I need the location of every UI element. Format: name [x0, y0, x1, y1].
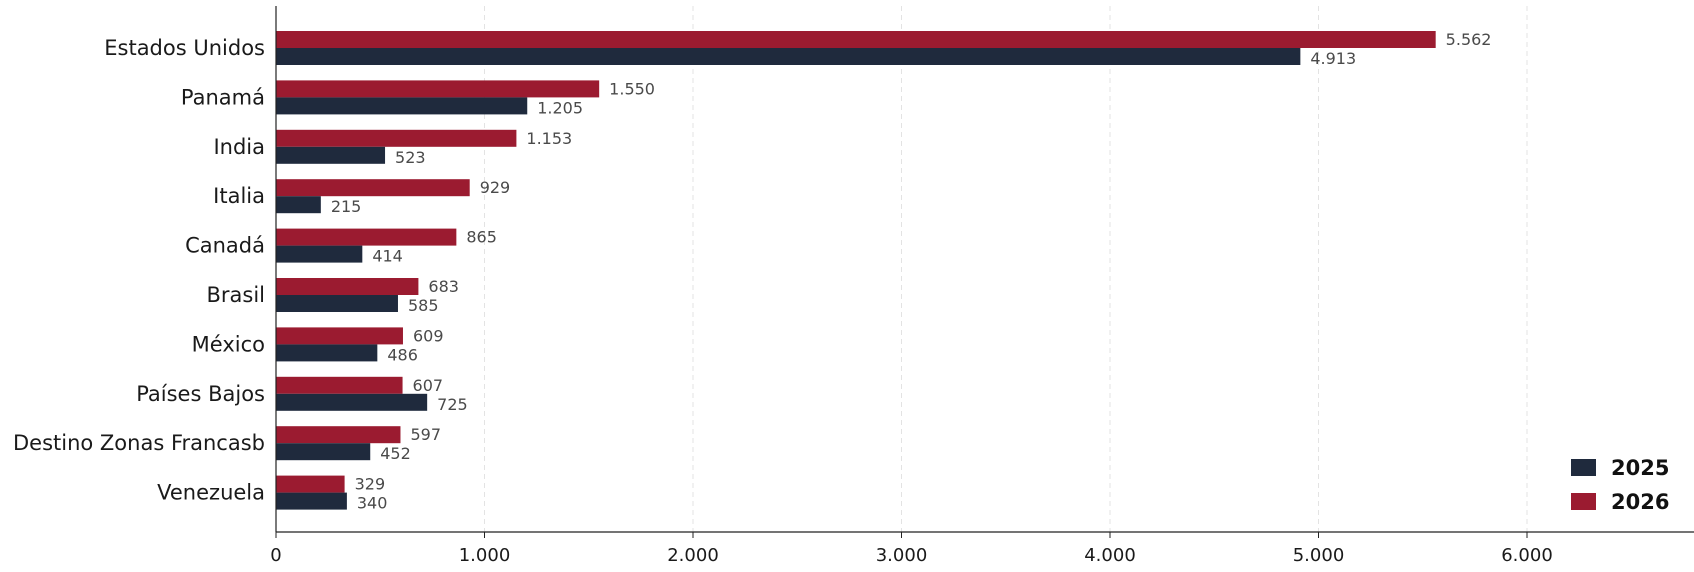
bars — [276, 31, 1436, 510]
bar-2026-brasil — [276, 278, 419, 295]
category-label-venezuela: Venezuela — [157, 481, 265, 505]
bar-2025-panama — [276, 97, 528, 115]
bar-2026-mexico — [276, 327, 403, 345]
grid-lines — [484, 6, 1528, 532]
value-label-2026-canada: 865 — [466, 228, 497, 247]
value-label-2025-paises-bajos: 725 — [437, 395, 468, 414]
category-label-panama: Panamá — [181, 85, 265, 109]
bar-2025-brasil — [276, 295, 398, 312]
value-label-2026-destino-zonas-francasb: 597 — [410, 425, 441, 444]
value-label-2026-india: 1.153 — [526, 129, 572, 148]
category-label-india: India — [213, 135, 265, 159]
value-label-2025-panama: 1.205 — [537, 98, 583, 117]
x-tick-label: 4.000 — [1084, 545, 1136, 566]
bar-2026-destino-zonas-francasb — [276, 426, 401, 444]
bar-2025-paises-bajos — [276, 393, 428, 411]
value-label-2026-panama: 1.550 — [609, 79, 655, 98]
category-label-brasil: Brasil — [206, 283, 265, 307]
x-tick-label: 5.000 — [1293, 545, 1345, 566]
bar-2026-estados-unidos — [276, 31, 1436, 48]
category-label-italia: Italia — [213, 184, 265, 208]
legend-label-2026: 2026 — [1611, 490, 1669, 514]
axes — [275, 6, 1694, 538]
value-label-2025-italia: 215 — [331, 197, 362, 216]
value-labels: 5.562 4.913 1.550 1.205 1.153 523 929 215 865 414… — [331, 30, 1492, 513]
category-label-destino-zonas-francasb: Destino Zonas Francasb — [13, 431, 265, 455]
value-label-2025-estados-unidos: 4.913 — [1310, 49, 1356, 68]
category-label-mexico: México — [192, 332, 265, 356]
bar-2025-venezuela — [276, 492, 347, 510]
bar-2025-italia — [276, 196, 321, 214]
x-tick-label: 2.000 — [667, 545, 719, 566]
category-labels: Estados Unidos Panamá India Italia Canadá Bra… — [13, 36, 265, 505]
legend: 2025 2026 — [1571, 456, 1669, 514]
x-tick-label: 3.000 — [876, 545, 928, 566]
bar-2025-canada — [276, 245, 363, 263]
category-label-paises-bajos: Países Bajos — [136, 382, 265, 406]
bar-2025-estados-unidos — [276, 48, 1301, 65]
bar-2026-paises-bajos — [276, 376, 403, 394]
category-label-canada: Canadá — [185, 234, 265, 258]
x-tick-label: 0 — [270, 545, 281, 566]
x-tick-label: 6.000 — [1501, 545, 1553, 566]
bar-2025-india — [276, 146, 386, 164]
value-label-2026-mexico: 609 — [413, 326, 444, 345]
legend-swatch-2026 — [1571, 493, 1596, 510]
value-label-2026-estados-unidos: 5.562 — [1446, 30, 1492, 49]
value-label-2026-paises-bajos: 607 — [413, 376, 444, 395]
value-label-2025-canada: 414 — [372, 247, 403, 266]
bar-2026-italia — [276, 179, 470, 197]
bar-2026-canada — [276, 228, 457, 246]
value-label-2026-brasil: 683 — [428, 277, 459, 296]
value-label-2025-venezuela: 340 — [357, 494, 388, 513]
bar-2026-india — [276, 129, 517, 147]
bar-2025-mexico — [276, 344, 378, 362]
bar-2026-venezuela — [276, 475, 345, 493]
value-label-2025-mexico: 486 — [387, 345, 418, 364]
value-label-2026-italia: 929 — [480, 178, 511, 197]
value-label-2025-destino-zonas-francasb: 452 — [380, 444, 411, 463]
value-label-2026-venezuela: 329 — [355, 475, 386, 494]
category-label-estados-unidos: Estados Unidos — [104, 36, 265, 60]
x-tick-label: 1.000 — [459, 545, 511, 566]
value-label-2025-brasil: 585 — [408, 296, 439, 315]
bar-2025-destino-zonas-francasb — [276, 443, 371, 461]
legend-swatch-2025 — [1571, 459, 1596, 476]
x-tick-labels: 0 1.000 2.000 3.000 4.000 5.000 6.000 — [270, 545, 1552, 566]
value-label-2025-india: 523 — [395, 148, 426, 167]
legend-label-2025: 2025 — [1611, 456, 1669, 480]
bar-2026-panama — [276, 80, 600, 98]
